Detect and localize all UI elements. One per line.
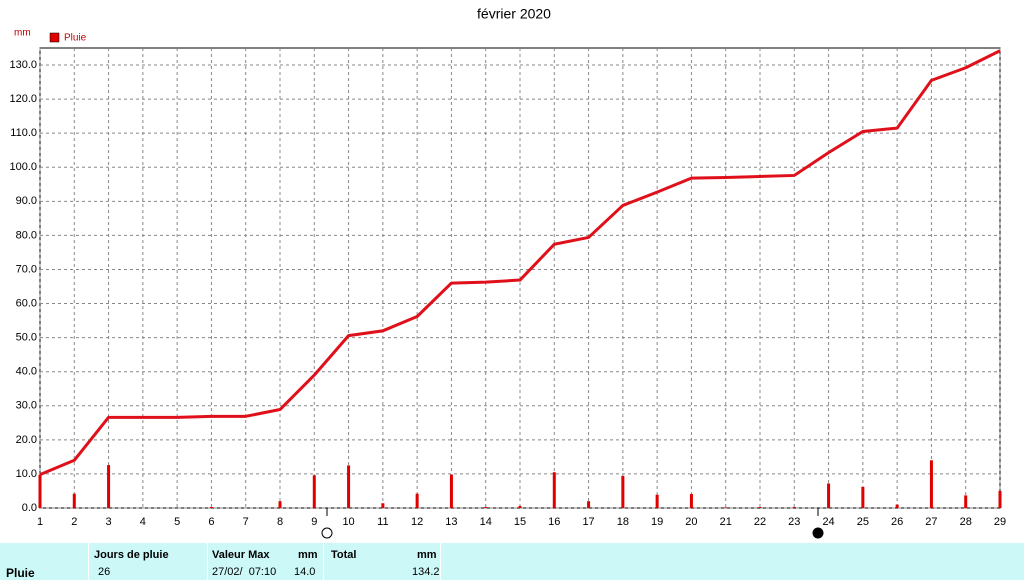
y-tick-label: 80.0	[16, 229, 37, 241]
bar	[895, 504, 899, 508]
x-tick-label: 15	[514, 516, 526, 528]
bar	[587, 501, 591, 508]
x-tick-label: 1	[37, 516, 43, 528]
y-axis-label: mm	[14, 28, 31, 39]
y-tick-label: 50.0	[16, 332, 37, 344]
legend: Pluie	[49, 32, 87, 44]
x-tick-label: 2	[71, 516, 77, 528]
y-tick-label: 100.0	[9, 161, 37, 173]
x-tick-label: 4	[140, 516, 146, 528]
x-tick-label: 22	[754, 516, 766, 528]
y-tick-label: 20.0	[16, 434, 37, 446]
bar	[655, 494, 659, 508]
x-tick-label: 29	[994, 516, 1006, 528]
x-tick-label: 21	[720, 516, 732, 528]
new-moon-icon	[812, 527, 824, 539]
bar	[792, 506, 796, 508]
y-tick-label: 60.0	[16, 297, 37, 309]
bar	[758, 506, 762, 508]
bar	[689, 494, 693, 508]
bar	[107, 465, 111, 508]
header: mm	[417, 549, 437, 561]
bar	[38, 474, 42, 508]
bar	[415, 493, 419, 508]
y-tick-label: 30.0	[16, 400, 37, 412]
summary-table: Pluie Jours de pluie Valeur Max mm Total…	[0, 543, 1024, 580]
full-moon-icon	[321, 527, 333, 539]
x-tick-label: 24	[822, 516, 834, 528]
bar	[929, 460, 933, 508]
bar	[621, 475, 625, 508]
x-tick-label: 18	[617, 516, 629, 528]
header: Valeur Max	[212, 549, 270, 561]
x-tick-label: 25	[857, 516, 869, 528]
header: Total	[331, 549, 357, 561]
separator	[440, 543, 441, 580]
line	[39, 49, 1001, 476]
y-tick-label: 70.0	[16, 263, 37, 275]
row-label: Pluie	[6, 566, 35, 580]
bar	[381, 503, 385, 508]
x-tick-label: 12	[411, 516, 423, 528]
x-tick-label: 3	[106, 516, 112, 528]
bar	[861, 486, 865, 508]
x-tick-label: 26	[891, 516, 903, 528]
cell: 14.0	[294, 566, 316, 578]
x-tick-label: 20	[685, 516, 697, 528]
bar	[312, 475, 316, 508]
header: Jours de pluie	[94, 549, 169, 561]
bar	[278, 501, 282, 508]
chart: février 2020 mm Pluie 0.0 10.0 20.0 30.0 40.…	[9, 6, 1006, 539]
x-tick-label: 10	[342, 516, 354, 528]
x-tick-label: 13	[445, 516, 457, 528]
x-tick-label: 28	[960, 516, 972, 528]
x-tick-label: 16	[548, 516, 560, 528]
x-tick-label: 11	[377, 516, 388, 528]
y-tick-label: 0.0	[22, 502, 37, 514]
bar	[724, 507, 728, 508]
x-tick-label: 9	[311, 516, 317, 528]
bar	[552, 472, 556, 508]
bar	[964, 495, 968, 508]
legend-label: Pluie	[64, 33, 87, 44]
header: mm	[298, 549, 318, 561]
cell: 26	[98, 566, 111, 578]
separator	[323, 543, 324, 580]
bar	[347, 465, 351, 508]
y-tick-label: 130.0	[9, 59, 37, 71]
bar	[484, 506, 488, 508]
y-tick-label: 120.0	[9, 93, 37, 105]
x-tick-label: 7	[243, 516, 249, 528]
y-tick-label: 110.0	[10, 127, 37, 139]
x-tick-label: 6	[208, 516, 214, 528]
legend-swatch	[49, 32, 60, 43]
cell: 134.2	[412, 566, 440, 578]
cell: 27/02/ 07:10	[212, 566, 277, 578]
x-tick-label: 27	[925, 516, 937, 528]
bar	[518, 505, 522, 508]
x-tick-label: 19	[651, 516, 663, 528]
separator	[88, 543, 89, 580]
chart-title: février 2020	[477, 6, 551, 22]
x-tick-label: 8	[277, 516, 283, 528]
bar	[209, 506, 213, 508]
y-tick-label: 90.0	[16, 195, 37, 207]
x-tick-label: 14	[480, 516, 492, 528]
bar	[827, 483, 831, 508]
bar	[449, 474, 453, 508]
separator	[207, 543, 208, 580]
y-tick-label: 40.0	[16, 366, 37, 378]
x-tick-label: 23	[788, 516, 800, 528]
x-tick-label: 5	[174, 516, 180, 528]
x-tick-label: 17	[582, 516, 594, 528]
bar	[72, 493, 76, 508]
bar	[998, 490, 1002, 508]
y-tick-label: 10.0	[16, 468, 37, 480]
